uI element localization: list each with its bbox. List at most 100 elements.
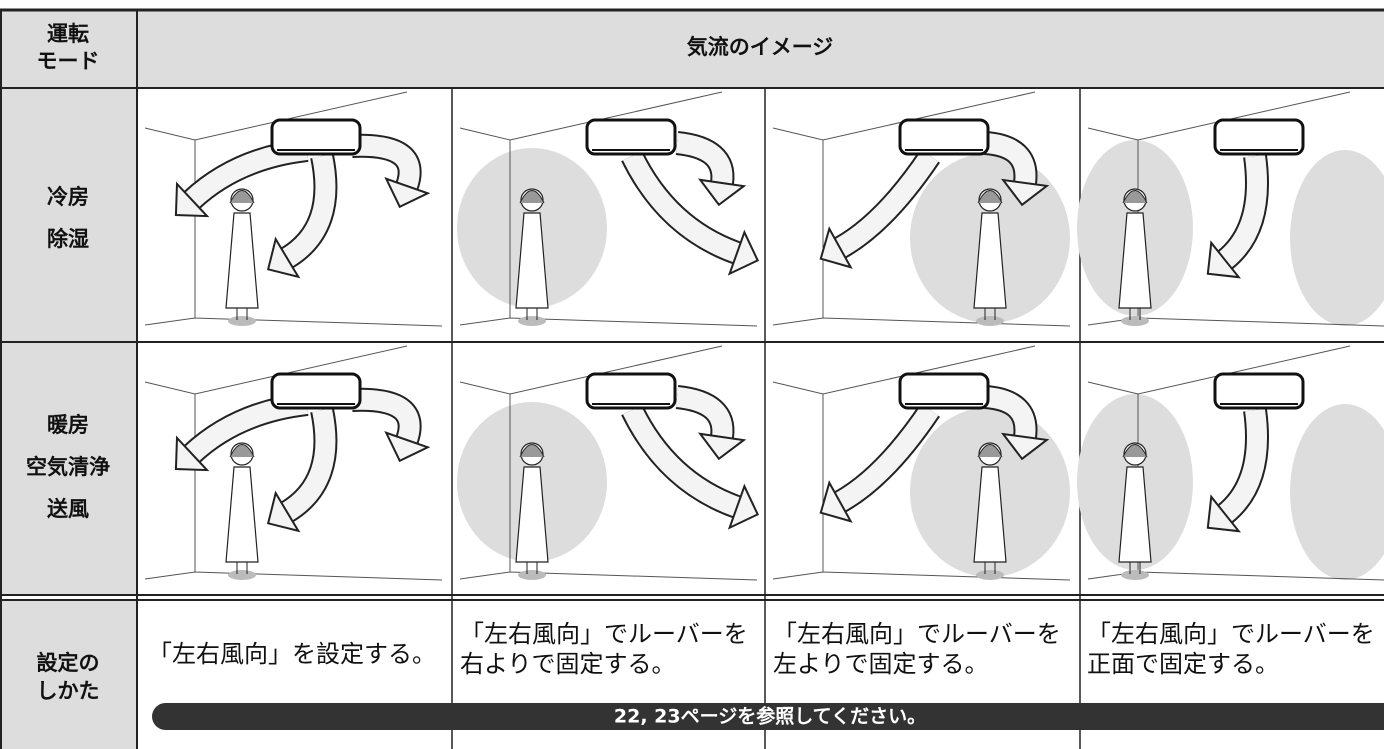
arrow-head bbox=[819, 226, 853, 269]
person-dress bbox=[1118, 466, 1152, 563]
settings-text: 「左右風向」でルーバーを bbox=[1087, 620, 1375, 648]
arrow-head bbox=[1206, 494, 1242, 533]
person-hair bbox=[519, 444, 545, 458]
air-conditioner bbox=[1213, 118, 1305, 156]
person-dress bbox=[515, 466, 549, 563]
person-legs bbox=[984, 308, 996, 320]
airflow-arrow bbox=[351, 389, 420, 444]
airflow-arrow bbox=[1218, 408, 1267, 522]
airflow-arrow bbox=[983, 387, 1036, 439]
airflow-arrow bbox=[623, 405, 741, 517]
person-legs bbox=[1129, 308, 1141, 320]
settings-text: 正面で固定する。 bbox=[1087, 650, 1279, 678]
shadow bbox=[518, 570, 546, 580]
airflow-arrow bbox=[675, 387, 733, 439]
arrow-head bbox=[727, 229, 760, 276]
person-hair bbox=[977, 444, 1003, 458]
arrow-head bbox=[384, 177, 431, 209]
illustrations bbox=[144, 91, 1384, 581]
air-conditioner bbox=[585, 372, 677, 410]
airflow-arrow bbox=[1218, 154, 1267, 268]
arrow-head bbox=[1000, 432, 1050, 461]
airflow-arrow bbox=[623, 151, 741, 263]
settings-text: 「左右風向」でルーバーを bbox=[773, 620, 1061, 648]
air-conditioner bbox=[1213, 372, 1305, 410]
settings-text: 左よりで固定する。 bbox=[773, 650, 989, 678]
person-dress bbox=[973, 212, 1007, 309]
airflow-zone bbox=[1290, 404, 1384, 580]
settings-label: 設定の bbox=[37, 651, 100, 675]
air-conditioner bbox=[270, 118, 362, 156]
shadow bbox=[976, 316, 1004, 326]
row-mode: 暖房 bbox=[47, 413, 89, 437]
header-mode: モード bbox=[37, 49, 100, 73]
person-legs bbox=[1129, 562, 1141, 574]
room-lines bbox=[144, 345, 443, 581]
arrow-head bbox=[174, 435, 210, 472]
header-image: 気流のイメージ bbox=[687, 35, 834, 59]
arrow-head bbox=[266, 236, 301, 279]
row-mode: 除湿 bbox=[47, 227, 89, 251]
person-dress bbox=[225, 466, 259, 563]
air-conditioner bbox=[270, 372, 362, 410]
air-conditioner bbox=[585, 118, 677, 156]
settings-text: 「左右風向」を設定する。 bbox=[148, 640, 436, 668]
person-hair bbox=[229, 190, 255, 204]
air-conditioner bbox=[898, 118, 990, 156]
person-hair bbox=[229, 444, 255, 458]
row-mode: 空気清浄 bbox=[26, 455, 110, 479]
person-dress bbox=[1118, 212, 1152, 309]
arrow-head bbox=[174, 181, 210, 218]
airflow-arrow bbox=[281, 153, 336, 267]
grid bbox=[0, 8, 1384, 749]
room-lines bbox=[144, 91, 443, 327]
header-mode: 運転 bbox=[47, 22, 89, 46]
arrow-head bbox=[384, 431, 431, 463]
shadow bbox=[228, 316, 256, 326]
note-text: 22, 23ページを参照してください。 bbox=[614, 705, 926, 728]
person-legs bbox=[526, 308, 538, 320]
person-dress bbox=[225, 212, 259, 309]
settings-text: 「左右風向」でルーバーを bbox=[460, 620, 748, 648]
airflow-arrow bbox=[675, 133, 733, 185]
airflow-zone bbox=[1290, 150, 1384, 326]
row-mode: 冷房 bbox=[47, 185, 89, 209]
shadow bbox=[976, 570, 1004, 580]
person-dress bbox=[973, 466, 1007, 563]
person-legs bbox=[526, 562, 538, 574]
person-hair bbox=[519, 190, 545, 204]
person-dress bbox=[515, 212, 549, 309]
arrow-head bbox=[819, 480, 853, 523]
room-lines bbox=[459, 91, 758, 327]
person-hair bbox=[1122, 444, 1148, 458]
person-legs bbox=[236, 562, 248, 574]
air-conditioner bbox=[898, 372, 990, 410]
airflow-arrow bbox=[351, 135, 420, 190]
person-legs bbox=[984, 562, 996, 574]
airflow-arrow bbox=[834, 404, 939, 511]
airflow-arrow bbox=[281, 407, 336, 521]
arrow-head bbox=[697, 432, 747, 461]
arrow-head bbox=[697, 178, 747, 207]
settings-label: しかた bbox=[37, 679, 100, 703]
shadow bbox=[1121, 316, 1149, 326]
airflow-arrow bbox=[834, 150, 939, 257]
shadow bbox=[518, 316, 546, 326]
settings-label-cell bbox=[0, 600, 137, 749]
shadow bbox=[228, 570, 256, 580]
shadow bbox=[1121, 570, 1149, 580]
arrow-head bbox=[1206, 240, 1242, 279]
arrow-head bbox=[727, 483, 760, 530]
person-hair bbox=[977, 190, 1003, 204]
arrow-head bbox=[266, 490, 301, 533]
settings-text: 右よりで固定する。 bbox=[460, 650, 676, 678]
note-banner bbox=[152, 703, 1384, 730]
header-cell bbox=[137, 10, 1384, 88]
person-hair bbox=[1122, 190, 1148, 204]
row-mode: 送風 bbox=[47, 497, 89, 521]
person-legs bbox=[236, 308, 248, 320]
airflow-arrow bbox=[983, 133, 1036, 185]
room-lines bbox=[459, 345, 758, 581]
